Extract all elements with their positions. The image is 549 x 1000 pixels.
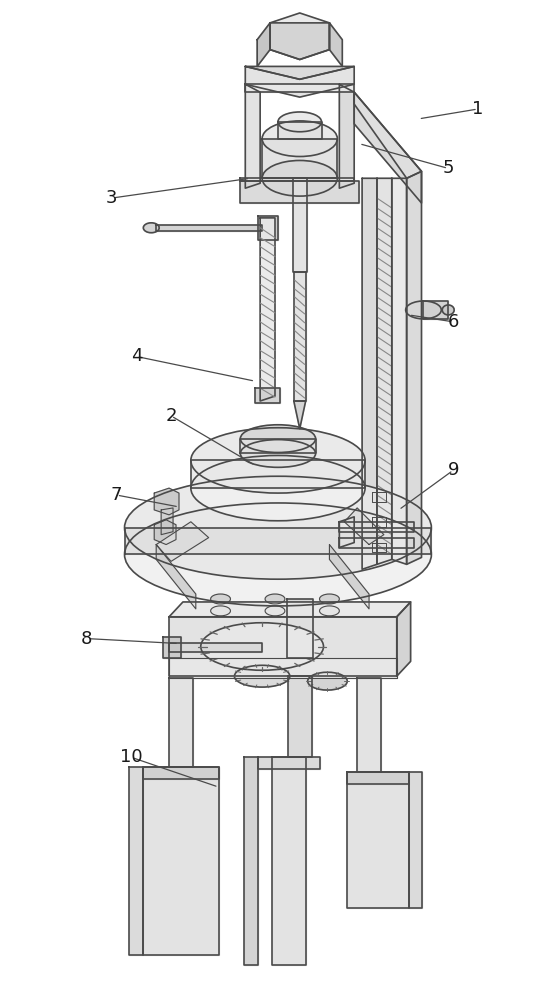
Polygon shape — [272, 757, 306, 965]
Polygon shape — [240, 181, 359, 203]
Polygon shape — [339, 517, 354, 548]
Text: 7: 7 — [111, 486, 122, 504]
Ellipse shape — [307, 672, 348, 690]
Text: 5: 5 — [442, 159, 454, 177]
Text: 1: 1 — [472, 100, 484, 118]
Polygon shape — [245, 84, 354, 92]
Ellipse shape — [201, 623, 323, 670]
Polygon shape — [156, 545, 196, 609]
Text: 3: 3 — [106, 189, 117, 207]
Polygon shape — [258, 757, 320, 769]
Polygon shape — [125, 528, 432, 554]
Polygon shape — [287, 599, 312, 658]
Ellipse shape — [211, 594, 231, 604]
Ellipse shape — [442, 305, 454, 315]
Text: 6: 6 — [447, 313, 459, 331]
Polygon shape — [293, 178, 307, 272]
Polygon shape — [255, 388, 280, 403]
Polygon shape — [143, 767, 219, 955]
Polygon shape — [169, 643, 262, 652]
Polygon shape — [270, 13, 329, 60]
Polygon shape — [245, 84, 260, 188]
Polygon shape — [278, 122, 322, 139]
Polygon shape — [169, 678, 193, 767]
Ellipse shape — [143, 223, 159, 233]
Polygon shape — [372, 517, 386, 527]
Polygon shape — [143, 767, 219, 779]
Text: 8: 8 — [81, 630, 93, 648]
Polygon shape — [357, 678, 381, 772]
Polygon shape — [408, 772, 423, 908]
Polygon shape — [294, 401, 306, 429]
Polygon shape — [262, 139, 337, 178]
Polygon shape — [423, 301, 448, 319]
Polygon shape — [169, 617, 397, 676]
Polygon shape — [372, 543, 386, 552]
Polygon shape — [354, 92, 422, 178]
Polygon shape — [339, 538, 413, 548]
Polygon shape — [339, 522, 413, 532]
Polygon shape — [240, 439, 316, 453]
Polygon shape — [348, 772, 408, 784]
Text: 9: 9 — [447, 461, 459, 479]
Ellipse shape — [211, 606, 231, 616]
Ellipse shape — [240, 440, 316, 467]
Polygon shape — [392, 178, 407, 564]
Polygon shape — [397, 602, 411, 676]
Text: 10: 10 — [120, 748, 143, 766]
Ellipse shape — [125, 476, 432, 579]
Text: 4: 4 — [131, 347, 142, 365]
Polygon shape — [257, 23, 270, 66]
Polygon shape — [260, 218, 275, 401]
Polygon shape — [348, 772, 408, 908]
Polygon shape — [344, 508, 384, 545]
Polygon shape — [244, 757, 258, 965]
Polygon shape — [245, 66, 354, 97]
Ellipse shape — [191, 455, 365, 521]
Ellipse shape — [320, 594, 339, 604]
Ellipse shape — [278, 112, 322, 132]
Ellipse shape — [265, 606, 285, 616]
Polygon shape — [191, 460, 365, 488]
Polygon shape — [407, 171, 422, 564]
Polygon shape — [156, 225, 262, 231]
Polygon shape — [156, 522, 209, 561]
Polygon shape — [354, 92, 422, 203]
Text: 2: 2 — [165, 407, 177, 425]
Polygon shape — [169, 602, 411, 617]
Ellipse shape — [191, 428, 365, 493]
Polygon shape — [294, 272, 306, 401]
Polygon shape — [329, 545, 369, 609]
Ellipse shape — [265, 594, 285, 604]
Polygon shape — [288, 676, 312, 757]
Polygon shape — [154, 520, 176, 545]
Polygon shape — [169, 658, 397, 678]
Ellipse shape — [320, 606, 339, 616]
Polygon shape — [329, 23, 343, 66]
Ellipse shape — [234, 665, 290, 687]
Polygon shape — [377, 178, 392, 564]
Polygon shape — [245, 66, 354, 79]
Polygon shape — [240, 178, 354, 181]
Polygon shape — [258, 216, 278, 240]
Polygon shape — [362, 178, 377, 569]
Polygon shape — [270, 23, 329, 60]
Ellipse shape — [406, 301, 441, 319]
Ellipse shape — [262, 160, 337, 196]
Ellipse shape — [262, 121, 337, 157]
Polygon shape — [339, 84, 354, 188]
Polygon shape — [154, 488, 179, 515]
Ellipse shape — [125, 503, 432, 606]
Polygon shape — [372, 492, 386, 502]
Polygon shape — [163, 637, 181, 658]
Ellipse shape — [240, 425, 316, 452]
Polygon shape — [130, 767, 143, 955]
Polygon shape — [161, 508, 173, 535]
